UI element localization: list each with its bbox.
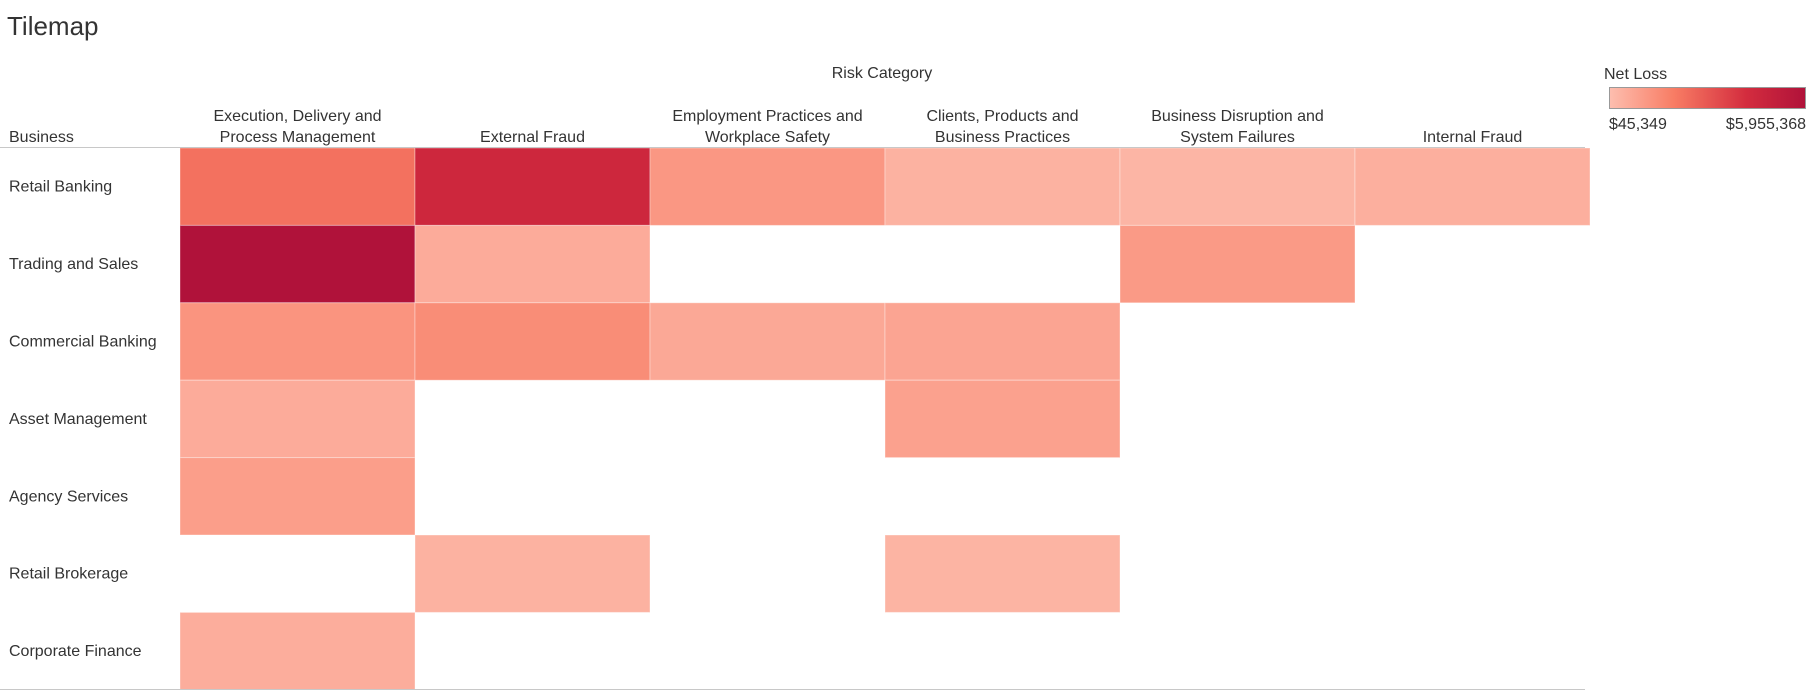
column-label-line: Business Disruption and (1151, 108, 1324, 125)
page-title: Tilemap (7, 11, 99, 41)
heatmap-cell (414, 147, 651, 226)
column-label-line: Workplace Safety (705, 129, 830, 146)
heatmap-cell (1119, 147, 1356, 226)
row-label: Retail Brokerage (9, 566, 128, 583)
column-label: External Fraud (480, 129, 585, 146)
heatmap-cell (414, 224, 651, 304)
row-label: Agency Services (9, 488, 128, 505)
x-axis-title: Risk Category (832, 65, 932, 82)
column-label-line: Process Management (220, 129, 376, 146)
row-label: Asset Management (9, 411, 147, 428)
row-labels: Retail Banking Trading and Sales Commercia… (9, 179, 157, 660)
heatmap-cell (1119, 224, 1356, 304)
heatmap-cell (179, 457, 416, 536)
heatmap-cell (884, 534, 1121, 613)
column-label: Clients, Products and Business Practices (926, 108, 1078, 146)
legend-max-label: $5,955,368 (1726, 116, 1806, 133)
legend-gradient-bar (1609, 87, 1806, 109)
heatmap-cell (1354, 147, 1591, 226)
heatmap-cell (179, 224, 416, 304)
heatmap-cell (649, 302, 886, 381)
column-label-line: Clients, Products and (926, 108, 1078, 125)
heatmap-cell (179, 147, 416, 226)
legend-min-label: $45,349 (1609, 116, 1667, 133)
column-label-line: System Failures (1180, 129, 1295, 146)
heatmap-cell (649, 147, 886, 226)
column-label-line: Business Practices (935, 129, 1070, 146)
heatmap-cell (884, 147, 1121, 226)
color-legend: Net Loss $45,349 $5,955,368 (1604, 66, 1806, 133)
column-label: Internal Fraud (1423, 129, 1523, 146)
row-label: Commercial Banking (9, 334, 157, 351)
column-label: Business Disruption and System Failures (1151, 108, 1324, 146)
y-axis-title: Business (9, 129, 74, 146)
legend-title: Net Loss (1604, 66, 1667, 83)
column-label-line: Internal Fraud (1423, 129, 1523, 146)
heatmap-cell (179, 302, 416, 381)
column-label-line: External Fraud (480, 129, 585, 146)
column-label-line: Execution, Delivery and (213, 108, 381, 125)
heatmap-cell (414, 302, 651, 381)
row-label: Corporate Finance (9, 643, 142, 660)
heatmap-cells (179, 147, 1591, 691)
heatmap-cell (884, 379, 1121, 459)
column-label-line: Employment Practices and (672, 108, 862, 125)
row-label: Trading and Sales (9, 256, 138, 273)
column-label: Employment Practices and Workplace Safety (672, 108, 862, 146)
heatmap-cell (414, 534, 651, 613)
row-label: Retail Banking (9, 179, 112, 196)
column-labels: Execution, Delivery and Process Managemen… (213, 108, 1522, 146)
heatmap-cell (884, 302, 1121, 381)
heatmap-cell (179, 379, 416, 459)
heatmap-cell (179, 611, 416, 691)
column-label: Execution, Delivery and Process Managemen… (213, 108, 381, 146)
